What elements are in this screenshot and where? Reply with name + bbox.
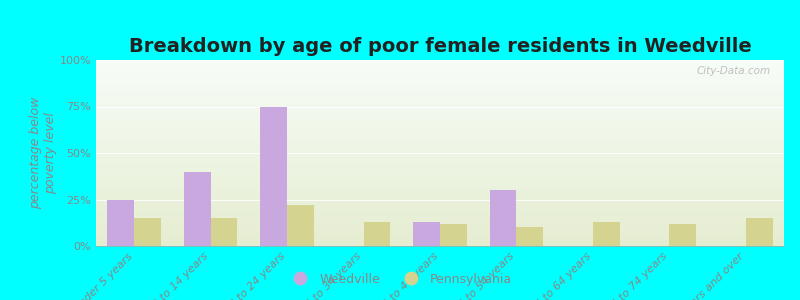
Bar: [517, 227, 543, 246]
Text: City-Data.com: City-Data.com: [696, 66, 770, 76]
Bar: [134, 218, 161, 246]
Bar: [440, 224, 466, 246]
Bar: [260, 106, 287, 246]
Bar: [746, 218, 773, 246]
Legend: Weedville, Pennsylvania: Weedville, Pennsylvania: [283, 268, 517, 291]
Bar: [593, 222, 620, 246]
Bar: [490, 190, 517, 246]
Bar: [414, 222, 440, 246]
Y-axis label: percentage below
poverty level: percentage below poverty level: [29, 97, 57, 209]
Bar: [184, 172, 210, 246]
Bar: [107, 200, 134, 246]
Title: Breakdown by age of poor female residents in Weedville: Breakdown by age of poor female resident…: [129, 37, 751, 56]
Bar: [670, 224, 696, 246]
Bar: [287, 205, 314, 246]
Bar: [210, 218, 238, 246]
Bar: [363, 222, 390, 246]
